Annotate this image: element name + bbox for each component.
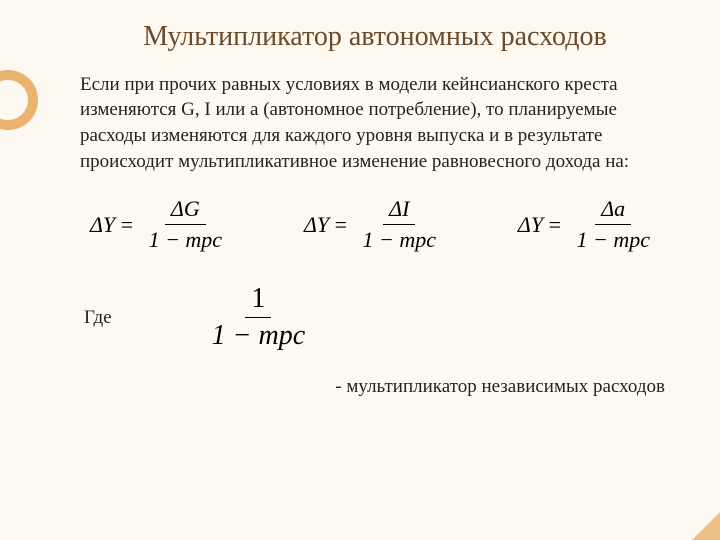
corner-accent xyxy=(692,512,720,540)
f1-den: 1 − mpc xyxy=(143,225,229,253)
decorative-ring xyxy=(0,70,38,130)
formulas-row: ΔY = ΔG 1 − mpc ΔY = ΔI 1 − mpc ΔY = Δa … xyxy=(90,196,660,253)
mult-den: 1 − mpc xyxy=(206,318,312,352)
f2-num: ΔI xyxy=(383,196,415,225)
f3-den: 1 − mpc xyxy=(570,225,656,253)
slide-container: Мультипликатор автономных расходов Если … xyxy=(0,0,720,540)
mult-num: 1 xyxy=(245,283,271,318)
multiplier-formula: 1 1 − mpc xyxy=(202,283,316,352)
f3-lhs: ΔY xyxy=(518,212,543,238)
where-row: Где 1 1 − mpc xyxy=(84,283,670,352)
f2-lhs: ΔY xyxy=(304,212,329,238)
mult-fraction: 1 1 − mpc xyxy=(206,283,312,352)
f2-den: 1 − mpc xyxy=(357,225,443,253)
f3-num: Δa xyxy=(595,196,631,225)
f3-fraction: Δa 1 − mpc xyxy=(570,196,656,253)
formula-delta-a: ΔY = Δa 1 − mpc xyxy=(518,196,660,253)
f1-fraction: ΔG 1 − mpc xyxy=(143,196,229,253)
formula-delta-i: ΔY = ΔI 1 − mpc xyxy=(304,196,446,253)
slide-title: Мультипликатор автономных расходов xyxy=(80,20,670,54)
formula-delta-g: ΔY = ΔG 1 − mpc xyxy=(90,196,232,253)
f2-fraction: ΔI 1 − mpc xyxy=(357,196,443,253)
footer-text: - мультипликатор независимых расходов xyxy=(80,376,670,398)
f1-lhs: ΔY xyxy=(90,212,115,238)
where-label: Где xyxy=(84,307,112,329)
f1-num: ΔG xyxy=(165,196,206,225)
body-paragraph: Если при прочих равных условиях в модели… xyxy=(80,72,670,175)
